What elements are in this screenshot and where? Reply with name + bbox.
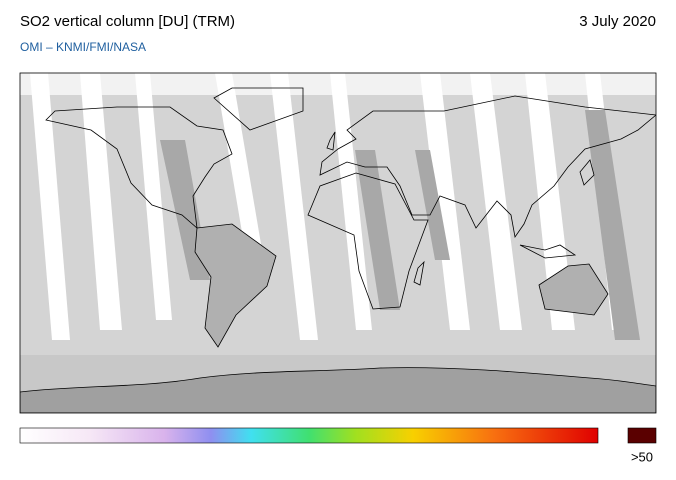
date: 3 July 2020 bbox=[579, 13, 656, 30]
map-area bbox=[20, 73, 656, 413]
colorbar-overflow-label: >50 bbox=[631, 449, 653, 464]
map-frame bbox=[19, 72, 657, 414]
antarctica bbox=[20, 367, 656, 413]
coastlines bbox=[45, 87, 656, 348]
colorbar-overflow bbox=[627, 427, 657, 444]
source: OMI – KNMI/FMI/NASA bbox=[20, 40, 146, 54]
title: SO2 vertical column [DU] (TRM) bbox=[20, 13, 235, 30]
colorbar bbox=[19, 427, 599, 444]
